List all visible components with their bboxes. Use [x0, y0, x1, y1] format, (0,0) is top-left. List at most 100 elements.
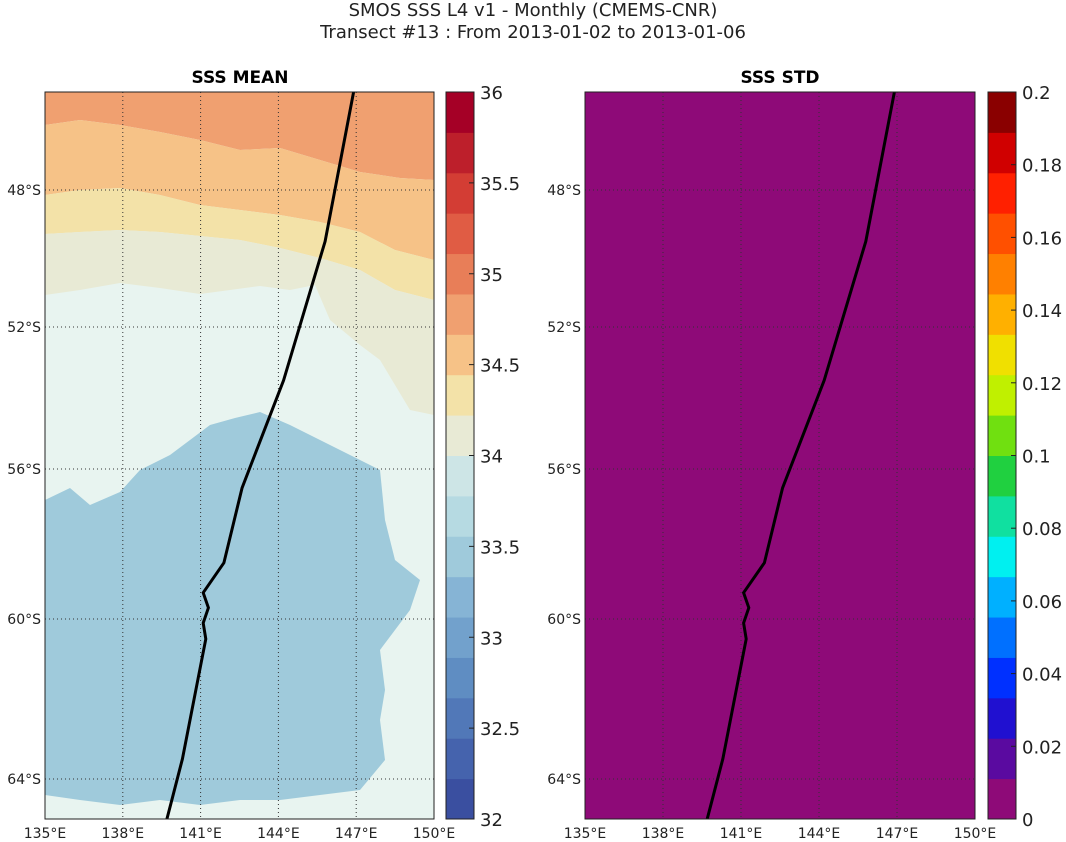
mean-region-34.4 [45, 120, 434, 260]
colorbar-swatch [988, 374, 1016, 416]
mean-region-34.0 [45, 230, 434, 415]
colorbar-tick-label: 0.16 [1022, 228, 1062, 249]
transect-line [165, 92, 356, 819]
colorbar-swatch [446, 697, 474, 739]
y-tick-label: 52°S [547, 320, 581, 336]
colorbar-swatch [446, 334, 474, 376]
colorbar-tick-label: 0.08 [1022, 519, 1062, 540]
colorbar-tick-label: 0.04 [1022, 665, 1062, 686]
colorbar-swatch [988, 92, 1016, 133]
colorbar-swatch [988, 334, 1016, 376]
colorbar-tick-label: 33.5 [480, 537, 520, 558]
colorbar-tick-label: 34 [480, 447, 503, 468]
colorbar-swatch [446, 92, 474, 133]
y-tick-label: 56°S [7, 462, 41, 478]
colorbar-tick-label: 34.5 [480, 356, 520, 377]
mean-region-33.7 [45, 412, 420, 805]
y-tick-label: 56°S [547, 462, 581, 478]
colorbar-tick-label: 35.5 [480, 174, 520, 195]
colorbar-tick-label: 0 [1022, 810, 1033, 831]
std-colorbar: 0.2 0.18 0.16 0.14 0.12 0.1 0.08 0.06 0.04 0.02 0 [987, 83, 1062, 831]
std-panel-title: SSS STD [740, 68, 819, 88]
y-tick-label: 64°S [7, 772, 41, 788]
colorbar-tick-label: 0.02 [1022, 737, 1062, 758]
colorbar-tick-label: 33 [480, 628, 503, 649]
x-tick-label: 150°E [954, 826, 997, 842]
colorbar-swatch [988, 172, 1016, 214]
mean-axes-frame [44, 91, 435, 820]
x-tick-label: 144°E [798, 826, 841, 842]
colorbar-tick-label: 0.2 [1022, 83, 1051, 104]
colorbar-swatch [446, 778, 474, 820]
colorbar-swatch [446, 172, 474, 214]
colorbar-swatch [446, 536, 474, 578]
colorbar-swatch [446, 657, 474, 699]
colorbar-swatch [988, 697, 1016, 739]
colorbar-tick-label: 32.5 [480, 719, 520, 740]
colorbar-swatch [446, 738, 474, 780]
colorbar-tick-label: 0.06 [1022, 592, 1062, 613]
y-tick-label: 60°S [7, 612, 41, 628]
x-tick-label: 147°E [335, 826, 378, 842]
x-tick-label: 150°E [413, 826, 456, 842]
mean-colorbar: 36 35.5 35 34.5 34 33.5 33 32.5 32 [445, 83, 520, 831]
x-tick-label: 144°E [257, 826, 300, 842]
std-uniform-field [585, 92, 975, 819]
colorbar-swatch [988, 495, 1016, 537]
y-tick-label: 48°S [547, 183, 581, 199]
x-tick-label: 141°E [179, 826, 222, 842]
colorbar-swatch [988, 132, 1016, 174]
mean-panel-title: SSS MEAN [191, 68, 288, 88]
std-tick-labels: 135°E 138°E 141°E 144°E 147°E 150°E 48°S 52°S 56… [547, 183, 996, 842]
colorbar-swatch [446, 455, 474, 497]
colorbar-swatch [446, 374, 474, 416]
mean-region-34.8 [45, 92, 434, 180]
colorbar-swatch [988, 738, 1016, 780]
std-gridlines [585, 92, 975, 819]
x-tick-label: 135°E [564, 826, 607, 842]
x-tick-label: 141°E [720, 826, 763, 842]
colorbar-tick-label: 0.14 [1022, 301, 1062, 322]
colorbar-swatch [988, 415, 1016, 456]
colorbar-swatch [446, 495, 474, 537]
x-tick-label: 138°E [102, 826, 145, 842]
x-tick-label: 135°E [24, 826, 67, 842]
colorbar-swatch [988, 536, 1016, 578]
mean-panel: SSS MEAN 135°E 138°E 141°E 144°E 147°E 150°E 4… [7, 68, 520, 842]
x-tick-label: 147°E [876, 826, 919, 842]
mean-gridlines [45, 92, 434, 819]
colorbar-swatch [988, 213, 1016, 255]
y-tick-label: 48°S [7, 183, 41, 199]
colorbar-swatch [988, 617, 1016, 658]
colorbar-swatch [988, 253, 1016, 295]
std-axes-frame [584, 91, 976, 820]
colorbar-swatch [446, 293, 474, 335]
colorbar-tick-label: 32 [480, 810, 503, 831]
colorbar-tick-label: 0.18 [1022, 156, 1062, 177]
transect-line [705, 92, 896, 819]
colorbar-swatch [446, 415, 474, 456]
colorbar-swatch [988, 576, 1016, 618]
std-panel: SSS STD 135°E 138°E 141°E 144°E 147°E 150°E 48… [547, 68, 1062, 842]
y-tick-label: 60°S [547, 612, 581, 628]
colorbar-swatch [988, 293, 1016, 335]
colorbar-tick-label: 0.1 [1022, 447, 1051, 468]
colorbar-tick-label: 0.12 [1022, 374, 1062, 395]
colorbar-swatch [446, 213, 474, 255]
x-tick-label: 138°E [642, 826, 685, 842]
mean-tick-labels: 135°E 138°E 141°E 144°E 147°E 150°E 48°S 52°S 56… [7, 183, 455, 842]
colorbar-swatch [446, 132, 474, 174]
colorbar-tick-label: 35 [480, 265, 503, 286]
std-transect [705, 92, 896, 819]
colorbar-swatch [988, 778, 1016, 820]
colorbar-tick-label: 36 [480, 83, 503, 104]
mean-region-34.1 [45, 188, 434, 300]
y-tick-label: 64°S [547, 772, 581, 788]
y-tick-label: 52°S [7, 320, 41, 336]
colorbar-swatch [446, 576, 474, 618]
figure-subtitle: Transect #13 : From 2013-01-02 to 2013-0… [320, 22, 746, 43]
mean-transect [165, 92, 356, 819]
colorbar-swatch [988, 657, 1016, 699]
figure-title: SMOS SSS L4 v1 - Monthly (CMEMS-CNR) [348, 0, 718, 21]
